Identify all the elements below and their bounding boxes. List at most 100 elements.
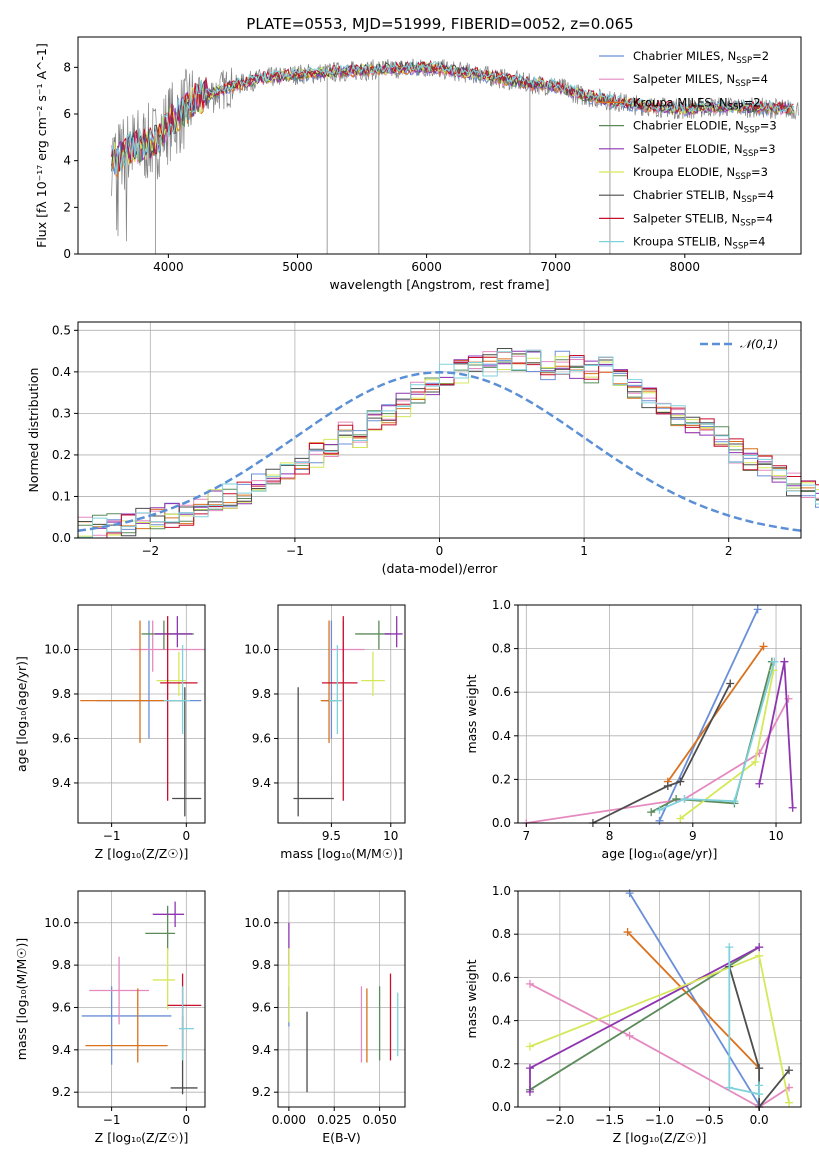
x-axis-label: Z [log₁₀(Z/Z☉)] [95,1130,189,1145]
mass-weight-marker [623,928,632,937]
residual-histogram-step [78,350,819,539]
legend-entry: Kroupa ELODIE, NSSP=3 [633,165,768,182]
mass-weight-line [529,983,790,1109]
y-axis-label: age [log₁₀(age/yr)] [14,656,29,772]
y-tick-label: 9.8 [252,687,271,701]
y-tick-label: 9.6 [52,1000,71,1014]
mass-weight-marker [785,1098,794,1107]
spectrum-panel: 4000 5000 6000 7000 8000 0 2 4 6 8 wavelength [Ang… [34,36,802,292]
legend-entry: Salpeter STELIB, NSSP=4 [633,211,773,228]
y-tick-label: 2 [63,200,71,214]
y-tick-label: 0.4 [492,1014,511,1028]
y-tick-label: 9.8 [252,958,271,972]
y-tick-label: 9.4 [52,776,71,790]
y-tick-label: 0.6 [492,685,511,699]
mass-vs-z-panel: −1 0 9.2 9.4 9.6 9.8 10.0 Z [log₁₀(Z/Z☉)] mass [… [14,890,206,1145]
x-tick-label: −2 [141,544,159,558]
mass-weight-marker [655,816,664,825]
mass-weight-marker [680,795,689,804]
model-spectrum-line [111,59,794,174]
x-tick-label: 0 [183,829,191,843]
age-vs-mass-panel: 9.5 10 9.4 9.6 9.8 10.0 mass [log₁₀(M/M☉)] [244,604,406,861]
residual-histogram-step [78,348,819,537]
model-spectrum-line [111,60,794,174]
legend-entry: Chabrier MILES, NSSP=2 [633,49,769,66]
y-tick-label: 9.4 [252,1043,271,1057]
mass-weight-marker [525,979,534,988]
figure-title: PLATE=0553, MJD=51999, FIBERID=0052, z=0… [246,15,633,33]
mass-weight-marker [753,605,762,614]
legend-entry: Salpeter MILES, NSSP=4 [633,72,768,89]
x-tick-label: 8000 [670,260,701,274]
y-axis-label: mass weight [464,959,479,1038]
x-tick-label: 0 [183,1113,191,1127]
plot-frame [277,890,406,1108]
y-tick-label: 0.1 [52,489,71,503]
mass-weight-marker [770,657,779,666]
x-axis-label: (data-model)/error [382,561,499,576]
residual-histogram-step [78,351,819,539]
plot-frame [277,604,406,824]
residual-histogram-step [78,353,819,537]
mass-weight-marker [625,889,634,898]
y-tick-label: 9.4 [252,776,271,790]
observed-spectrum [111,58,799,242]
x-tick-label: −0.5 [695,1113,724,1127]
y-tick-label: 0.6 [492,970,511,984]
mass-weight-marker [525,1042,534,1051]
x-axis-label: Z [log₁₀(Z/Z☉)] [95,846,189,861]
normal-reference-curve [77,371,802,532]
plot-frame [517,604,802,824]
y-tick-label: 1.0 [492,884,511,898]
y-tick-label: 4 [63,154,71,168]
x-tick-label: 10 [768,829,783,843]
mass-weight-marker [725,943,734,952]
x-tick-label: 9 [689,829,697,843]
residuals-panel: −2 −1 0 1 2 0.0 0.1 0.2 0.3 0.4 0.5 (data-model)/er… [26,321,819,576]
y-tick-label: 9.6 [252,731,271,745]
y-tick-label: 10.0 [44,642,71,656]
weight-vs-age-panel: 7 8 9 10 0.0 0.2 0.4 0.6 0.8 1.0 age [log₁₀(age/yr… [464,598,802,861]
mass-weight-line [628,892,760,1106]
mass-weight-marker [726,679,735,688]
x-axis-label: mass [log₁₀(M/M☉)] [280,846,402,861]
legend-entry: Kroupa STELIB, NSSP=4 [633,235,765,252]
x-tick-label: −1 [103,829,121,843]
x-tick-label: 0.000 [272,1113,306,1127]
mass-weight-marker [759,642,768,651]
y-tick-label: 8 [63,60,71,74]
x-tick-label: 5000 [282,260,313,274]
x-tick-label: 0.050 [362,1113,396,1127]
residual-histogram-step [78,350,819,539]
y-axis-label: Normed distribution [26,368,41,493]
y-axis-label: mass [log₁₀(M/M☉)] [14,938,29,1060]
y-tick-label: 0 [63,247,71,261]
mass-weight-line [658,609,759,822]
y-tick-label: 1.0 [492,598,511,612]
mass-weight-line [592,683,732,824]
mass-weight-marker [655,805,664,814]
x-tick-label: 1 [580,544,588,558]
legend-entry: 𝒩(0,1) [740,337,778,351]
y-tick-label: 9.6 [52,731,71,745]
y-tick-label: 9.8 [52,687,71,701]
mass-weight-marker [788,803,797,812]
mass-weight-line [626,931,760,1069]
y-tick-label: 0.2 [492,1057,511,1071]
mass-weight-line [526,698,790,824]
x-tick-label: 10 [383,829,398,843]
x-axis-label: E(B-V) [322,1130,361,1145]
x-tick-label: 7 [523,829,531,843]
residual-histogram-step [78,349,819,538]
x-axis-label: wavelength [Angstrom, rest frame] [329,277,549,292]
y-tick-label: 10.0 [44,916,71,930]
mass-weight-marker [525,1087,534,1096]
x-tick-label: 9.5 [322,829,341,843]
y-tick-label: 9.2 [252,1085,271,1099]
legend-entry: Salpeter ELODIE, NSSP=3 [633,142,776,159]
x-tick-label: −1.5 [595,1113,624,1127]
mass-weight-marker [755,1081,764,1090]
mass-weight-marker [755,779,764,788]
x-tick-label: 0.0 [750,1113,769,1127]
